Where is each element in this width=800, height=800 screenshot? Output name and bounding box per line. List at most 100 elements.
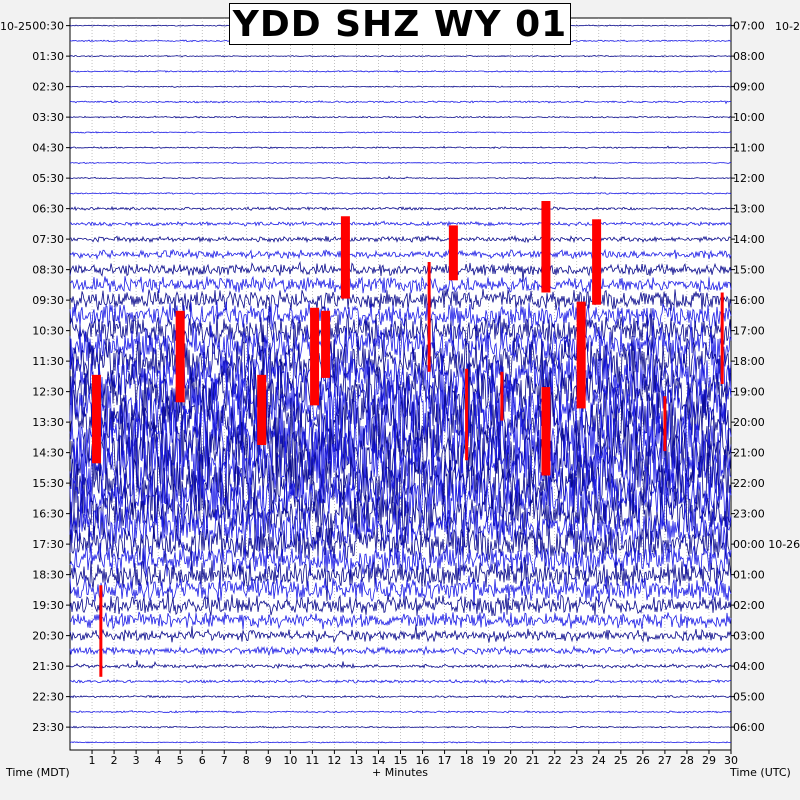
left-tick-label: 01:30 (32, 50, 64, 63)
x-tick-label: 14 (371, 754, 385, 767)
x-tick-label: 29 (702, 754, 716, 767)
seismic-trace (69, 99, 732, 105)
seismic-trace (69, 275, 732, 294)
right-tick-label: 00:00 10-26 (733, 538, 800, 551)
left-tick-label: 21:30 (32, 660, 64, 673)
seismic-trace (69, 131, 732, 134)
right-tick-label: 07:00 (733, 20, 765, 33)
seismic-trace (69, 573, 732, 610)
right-tick-label: 12:00 (733, 172, 765, 185)
x-tick-label: 25 (614, 754, 628, 767)
seismic-trace (69, 54, 732, 58)
seismic-trace (69, 611, 732, 630)
clipped-signal (340, 216, 350, 299)
x-tick-label: 7 (221, 754, 228, 767)
x-tick-label: 16 (416, 754, 430, 767)
clipped-signal (720, 292, 724, 384)
left-tick-label: 18:30 (32, 569, 64, 582)
right-tick-label: 01:00 (733, 569, 765, 582)
left-axis-label: Time (MDT) (6, 766, 70, 779)
seismic-trace (69, 115, 732, 119)
left-tick-label: 09:30 (32, 294, 64, 307)
seismic-trace (69, 710, 732, 714)
x-tick-label: 6 (199, 754, 206, 767)
seismic-trace (69, 85, 732, 89)
left-tick-label: 08:30 (32, 264, 64, 277)
left-tick-label: 23:30 (32, 721, 64, 734)
clipped-signal (257, 374, 267, 445)
left-tick-label: 03:30 (32, 111, 64, 124)
clipped-signal (91, 374, 101, 464)
clipped-signal (321, 310, 331, 378)
right-tick-label: 03:00 (733, 630, 765, 643)
seismic-trace (69, 589, 732, 617)
x-tick-label: 17 (438, 754, 452, 767)
seismic-trace (69, 145, 732, 150)
start-date-left: 10-25 (0, 20, 32, 33)
x-tick-label: 12 (327, 754, 341, 767)
seismic-trace (69, 205, 732, 212)
x-tick-label: 28 (680, 754, 694, 767)
seismic-trace (69, 678, 732, 684)
seismic-trace (69, 261, 732, 282)
x-tick-label: 8 (243, 754, 250, 767)
right-tick-label: 02:00 (733, 599, 765, 612)
right-tick-label: 15:00 (733, 264, 765, 277)
seismic-trace (69, 248, 732, 260)
right-tick-label: 08:00 (733, 50, 765, 63)
left-tick-label: 22:30 (32, 691, 64, 704)
left-tick-label: 05:30 (32, 172, 64, 185)
clipped-signal (448, 225, 458, 281)
x-tick-label: 10 (283, 754, 297, 767)
x-tick-label: 3 (133, 754, 140, 767)
chart-title-box: YDD SHZ WY 01 (229, 3, 571, 45)
right-tick-label: 22:00 (733, 477, 765, 490)
left-tick-label: 10:30 (32, 325, 64, 338)
clipped-signal (576, 301, 586, 409)
seismic-trace (69, 234, 732, 244)
x-tick-label: 9 (265, 754, 272, 767)
seismic-trace (69, 694, 732, 699)
clipped-signal (663, 396, 667, 452)
clipped-signal (592, 219, 602, 305)
right-tick-label: 16:00 (733, 294, 765, 307)
x-tick-label: 13 (349, 754, 363, 767)
clipped-signal (427, 262, 431, 372)
start-date-right: 10-2 (775, 20, 800, 33)
x-tick-label: 30 (724, 754, 738, 767)
x-tick-label: 27 (658, 754, 672, 767)
clipped-signal (99, 585, 103, 677)
x-tick-label: 26 (636, 754, 650, 767)
left-tick-label: 11:30 (32, 355, 64, 368)
clipped-signal (541, 201, 551, 293)
right-tick-label: 11:00 (733, 142, 765, 155)
right-tick-label: 05:00 (733, 691, 765, 704)
x-tick-label: 1 (89, 754, 96, 767)
right-tick-label: 04:00 (733, 660, 765, 673)
left-tick-label: 07:30 (32, 233, 64, 246)
clipped-signal (310, 307, 320, 406)
x-tick-label: 23 (570, 754, 584, 767)
x-tick-label: 15 (394, 754, 408, 767)
left-tick-label: 06:30 (32, 203, 64, 216)
clipped-signal (175, 310, 185, 403)
left-tick-label: 13:30 (32, 416, 64, 429)
right-tick-label: 14:00 (733, 233, 765, 246)
x-tick-label: 20 (504, 754, 518, 767)
clipped-signal (465, 368, 469, 461)
left-tick-label: 04:30 (32, 142, 64, 155)
right-axis-label: Time (UTC) (730, 766, 791, 779)
seismic-trace (69, 624, 732, 643)
left-tick-label: 12:30 (32, 386, 64, 399)
clipped-signal (500, 371, 504, 421)
left-tick-label: 19:30 (32, 599, 64, 612)
right-tick-label: 19:00 (733, 386, 765, 399)
x-tick-label: 24 (592, 754, 606, 767)
x-tick-label: 22 (548, 754, 562, 767)
left-tick-label: 00:30 (32, 20, 64, 33)
right-tick-label: 10:00 (733, 111, 765, 124)
seismic-trace (69, 175, 732, 180)
right-tick-label: 09:00 (733, 81, 765, 94)
